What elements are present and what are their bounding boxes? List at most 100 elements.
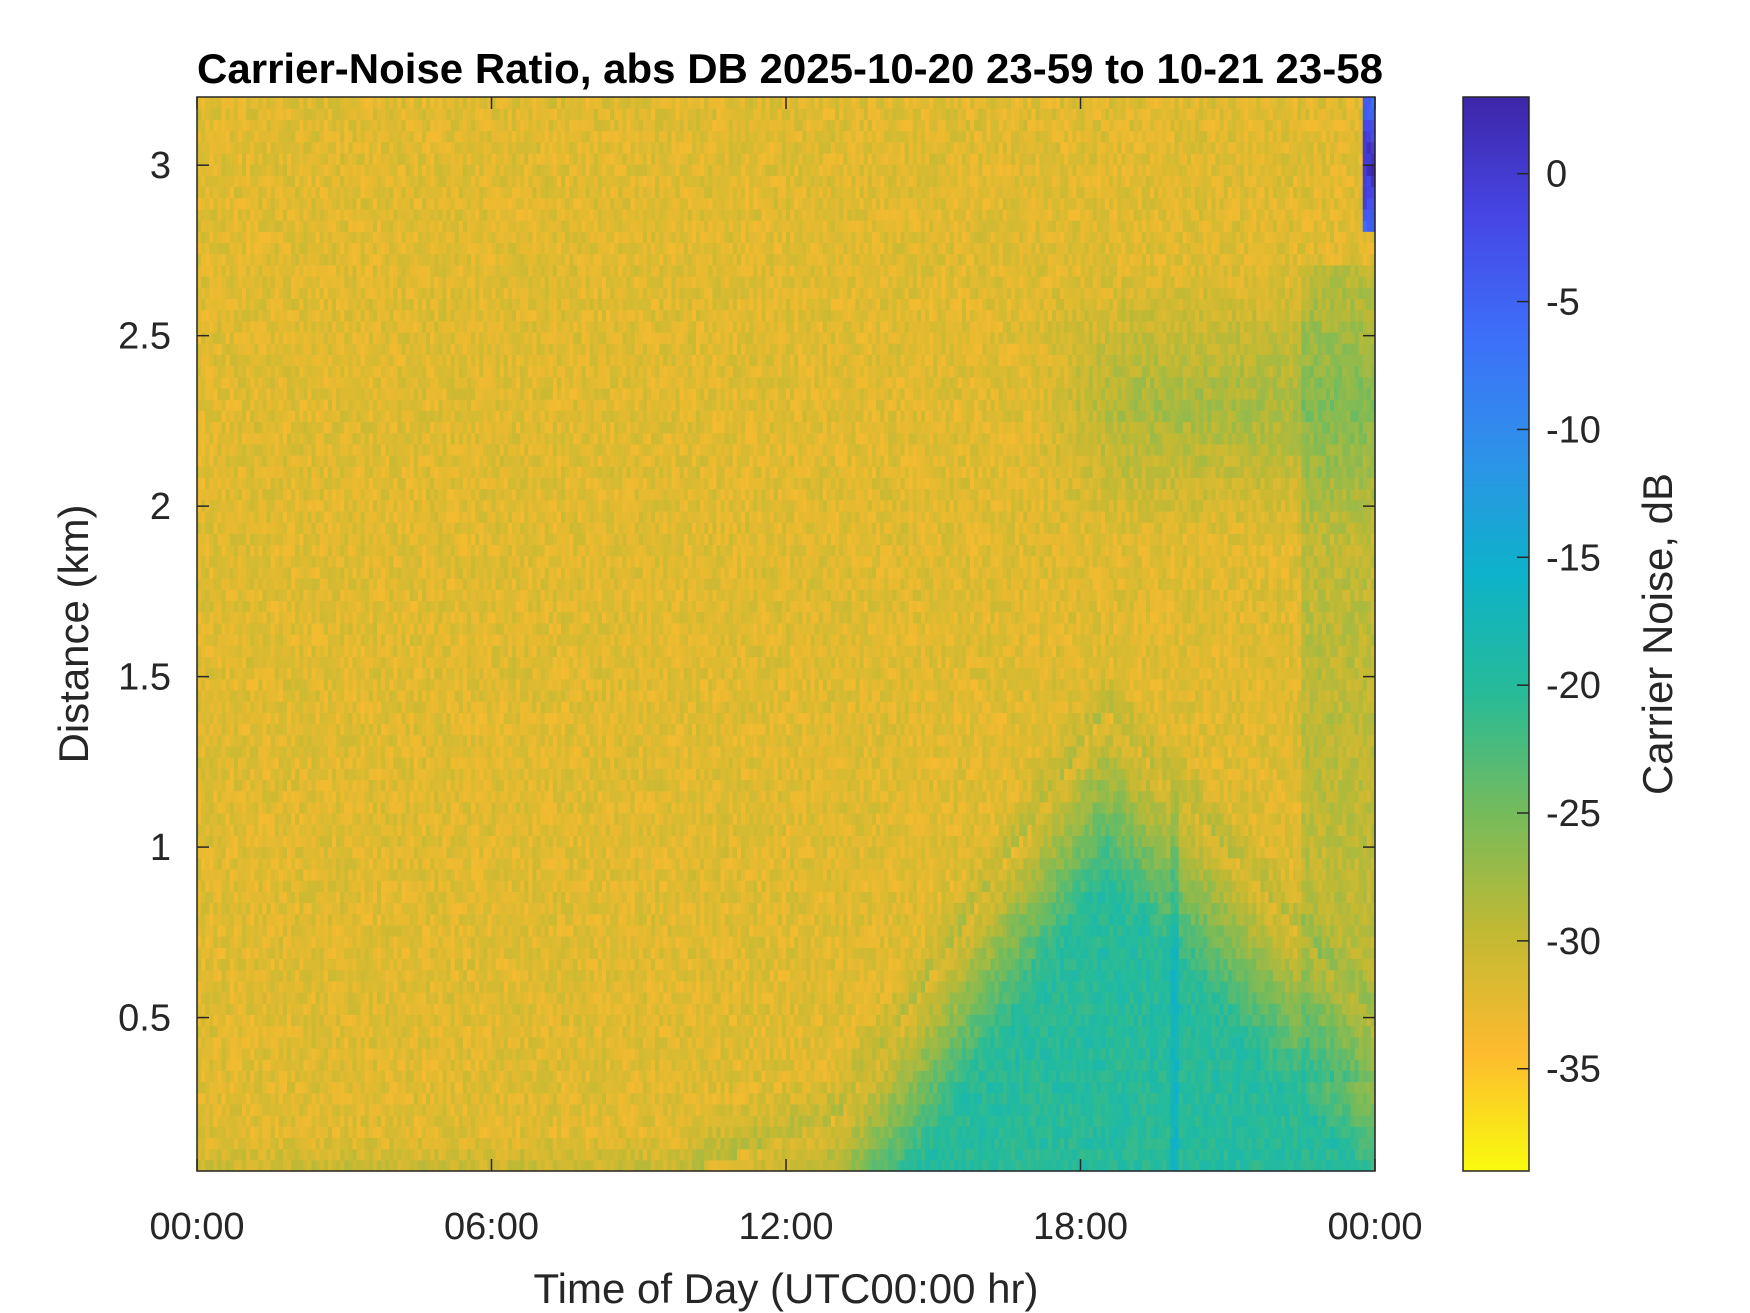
heat-cell — [230, 1059, 235, 1071]
heat-cell — [262, 433, 267, 445]
heat-cell — [361, 556, 366, 568]
heat-cell — [320, 813, 325, 825]
heat-cell — [279, 947, 284, 959]
heat-cell — [377, 970, 382, 982]
heat-cell — [393, 388, 398, 400]
heat-cell — [209, 556, 214, 568]
heat-cell — [348, 265, 353, 277]
heat-cell — [389, 567, 394, 579]
heat-cell — [381, 556, 386, 568]
heat-cell — [279, 343, 284, 355]
heat-cell — [254, 164, 259, 176]
heat-cell — [246, 175, 251, 187]
heat-cell — [324, 545, 329, 557]
heat-cell — [344, 1014, 349, 1026]
heat-cell — [328, 1003, 333, 1015]
heat-cell — [402, 891, 407, 903]
heat-cell — [279, 1082, 284, 1094]
heat-cell — [348, 231, 353, 243]
heat-cell — [312, 936, 317, 948]
heat-cell — [406, 791, 411, 803]
heat-cell — [397, 533, 402, 545]
heat-cell — [377, 1048, 382, 1060]
heat-cell — [291, 119, 296, 131]
heat-cell — [389, 712, 394, 724]
heat-cell — [389, 220, 394, 232]
heat-cell — [332, 119, 337, 131]
heat-cell — [348, 410, 353, 422]
heat-cell — [262, 981, 267, 993]
heat-cell — [217, 119, 222, 131]
heat-cell — [238, 824, 243, 836]
heat-cell — [222, 757, 227, 769]
heat-cell — [295, 903, 300, 915]
heat-cell — [262, 108, 267, 120]
heat-cell — [340, 567, 345, 579]
heat-cell — [271, 377, 276, 389]
heat-cell — [357, 321, 362, 333]
heat-cell — [402, 589, 407, 601]
heat-cell — [254, 645, 259, 657]
heat-cell — [213, 489, 218, 501]
heat-cell — [226, 679, 231, 691]
heat-cell — [291, 533, 296, 545]
heat-cell — [307, 992, 312, 1004]
heat-cell — [262, 522, 267, 534]
heat-cell — [238, 377, 243, 389]
heat-cell — [303, 1126, 308, 1138]
heat-cell — [344, 556, 349, 568]
heat-cell — [328, 511, 333, 523]
heat-cell — [348, 958, 353, 970]
heat-cell — [267, 410, 272, 422]
heat-cell — [352, 522, 357, 534]
heat-cell — [377, 410, 382, 422]
heat-cell — [397, 1104, 402, 1116]
heat-cell — [389, 1037, 394, 1049]
heat-cell — [230, 153, 235, 165]
heat-cell — [397, 410, 402, 422]
heat-cell — [275, 634, 280, 646]
heat-cell — [406, 231, 411, 243]
heat-cell — [246, 1093, 251, 1105]
heat-cell — [275, 992, 280, 1004]
heat-cell — [262, 668, 267, 680]
heat-cell — [230, 142, 235, 154]
heat-cell — [217, 768, 222, 780]
heat-cell — [377, 421, 382, 433]
heat-cell — [373, 388, 378, 400]
heat-cell — [385, 500, 390, 512]
heat-cell — [348, 724, 353, 736]
heat-cell — [275, 533, 280, 545]
heat-cell — [328, 321, 333, 333]
heat-cell — [279, 354, 284, 366]
heat-cell — [316, 399, 321, 411]
heat-cell — [406, 242, 411, 254]
heat-cell — [397, 421, 402, 433]
heat-cell — [307, 1014, 312, 1026]
heat-cell — [312, 746, 317, 758]
heat-cell — [344, 835, 349, 847]
heat-cell — [209, 746, 214, 758]
heat-cell — [279, 835, 284, 847]
heat-cell — [217, 500, 222, 512]
heat-cell — [242, 556, 247, 568]
heat-cell — [357, 992, 362, 1004]
heat-cell — [320, 466, 325, 478]
heat-cell — [377, 142, 382, 154]
heat-cell — [201, 119, 206, 131]
heat-cell — [271, 489, 276, 501]
heat-cell — [213, 466, 218, 478]
heat-cell — [209, 399, 214, 411]
heat-cell — [316, 903, 321, 915]
heat-cell — [324, 880, 329, 892]
heat-cell — [250, 1104, 255, 1116]
heat-cell — [324, 466, 329, 478]
heat-cell — [295, 1126, 300, 1138]
heat-cell — [365, 612, 370, 624]
heat-cell — [299, 992, 304, 1004]
heat-cell — [303, 343, 308, 355]
heat-cell — [283, 164, 288, 176]
heat-cell — [397, 981, 402, 993]
heat-cell — [258, 377, 263, 389]
heat-cell — [295, 298, 300, 310]
